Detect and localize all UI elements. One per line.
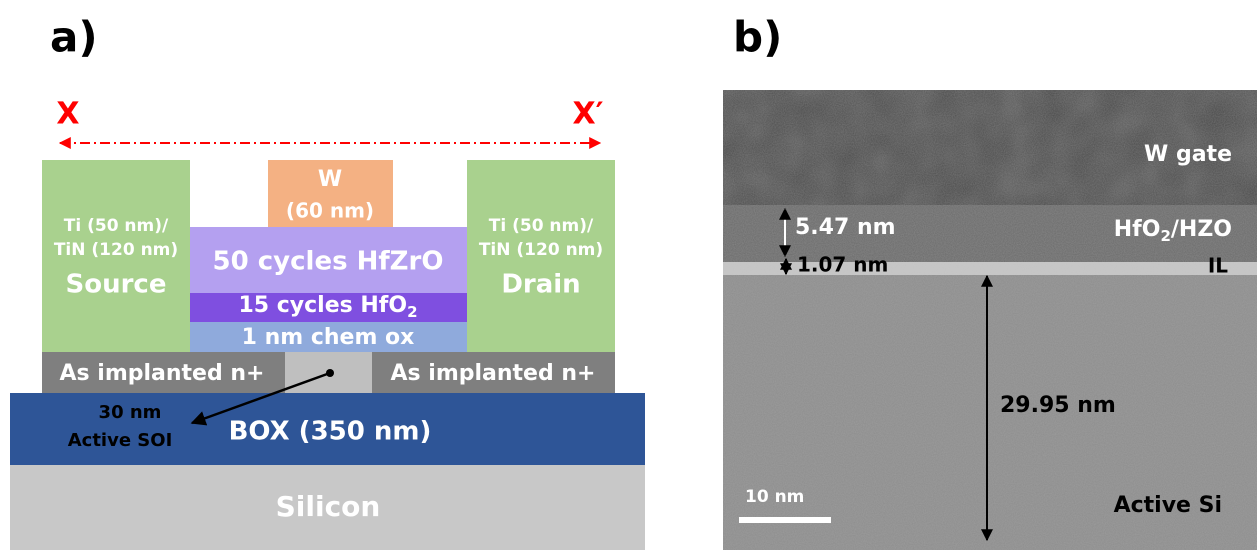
cut-label: X bbox=[56, 97, 79, 132]
scale-bar bbox=[739, 517, 831, 523]
contact-text: Ti (50 nm)/ bbox=[64, 216, 169, 236]
soi-label: Active SOI bbox=[68, 430, 173, 451]
contact-text: TiN (120 nm) bbox=[54, 240, 178, 260]
tem-label: HfO2/HZO bbox=[1114, 217, 1232, 245]
subscript: 2 bbox=[407, 303, 417, 321]
tem-label: W gate bbox=[1144, 142, 1232, 167]
contact-text: Ti (50 nm)/ bbox=[489, 216, 594, 236]
box-label: BOX (350 nm) bbox=[229, 417, 432, 447]
contact-text: TiN (120 nm) bbox=[479, 240, 603, 260]
substrate-label: Silicon bbox=[276, 490, 381, 523]
dimension: 1.07 nm bbox=[797, 253, 888, 277]
implant-label: As implanted n+ bbox=[391, 361, 596, 386]
implant-label: As implanted n+ bbox=[60, 361, 265, 386]
scale-label: 10 nm bbox=[745, 487, 804, 507]
panel-label: a) bbox=[50, 13, 98, 62]
dimension: 5.47 nm bbox=[795, 215, 896, 240]
contact-name: Source bbox=[66, 270, 167, 300]
hfo2-label: 15 cycles HfO2 bbox=[238, 293, 417, 321]
text: /HZO bbox=[1171, 217, 1232, 242]
tem-label: Active Si bbox=[1114, 493, 1222, 518]
subscript: 2 bbox=[1160, 227, 1170, 245]
cut-label: X′ bbox=[572, 97, 603, 132]
contact-name: Drain bbox=[501, 270, 580, 300]
gate-label: W bbox=[318, 167, 342, 192]
dimension: 29.95 nm bbox=[1000, 393, 1116, 418]
soi-label: 30 nm bbox=[99, 402, 162, 423]
gate-thickness: (60 nm) bbox=[286, 199, 374, 223]
hfzro-label: 50 cycles HfZrO bbox=[213, 247, 444, 277]
figure: a) X X′ Silicon BOX (350 nm) As implante… bbox=[0, 0, 1257, 550]
tem-label: IL bbox=[1208, 254, 1228, 278]
text: HfO bbox=[1114, 217, 1161, 242]
panel-label: b) bbox=[733, 13, 782, 62]
text: 15 cycles HfO bbox=[238, 293, 407, 318]
chem-ox-label: 1 nm chem ox bbox=[242, 325, 415, 350]
